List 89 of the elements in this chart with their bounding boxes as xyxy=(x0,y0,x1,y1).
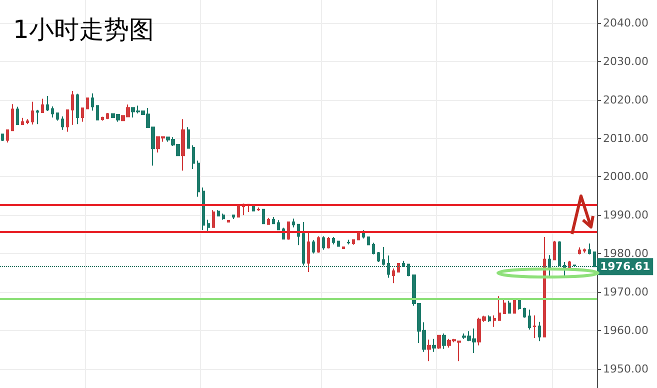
y-tick-label: 2040.00 xyxy=(603,16,648,30)
candlestick xyxy=(101,116,104,122)
candlestick xyxy=(26,118,29,125)
candlestick xyxy=(76,93,79,125)
candlestick xyxy=(197,160,200,198)
candlestick xyxy=(56,112,59,122)
candlestick xyxy=(11,104,14,132)
candlestick xyxy=(222,213,225,220)
y-tick-label: 2010.00 xyxy=(603,132,648,145)
candlestick xyxy=(488,314,491,322)
candlestick xyxy=(322,236,325,250)
candlestick xyxy=(31,101,34,125)
candlestick xyxy=(227,220,230,223)
y-tick-label: 1980.00 xyxy=(603,247,648,260)
y-tick-label: 2000.00 xyxy=(603,170,648,184)
candlestick xyxy=(503,299,506,314)
candlestick xyxy=(513,299,516,314)
candlestick xyxy=(272,216,275,224)
candlestick xyxy=(397,262,400,272)
candlestick xyxy=(106,112,109,120)
candlestick xyxy=(16,106,19,125)
candlestick xyxy=(533,314,536,339)
candlestick xyxy=(312,240,315,254)
candlestick xyxy=(21,117,24,125)
candlestick xyxy=(262,208,265,224)
candlestick xyxy=(317,236,320,254)
candlestick xyxy=(212,210,215,228)
candlestick xyxy=(187,126,190,149)
candlestick xyxy=(588,243,591,255)
candlestick xyxy=(508,300,511,314)
candlestick xyxy=(302,222,305,266)
candlestick xyxy=(583,248,586,254)
candlestick xyxy=(1,133,4,142)
candlestick xyxy=(432,338,436,352)
candlestick xyxy=(46,96,49,112)
candlestick xyxy=(528,309,531,330)
candlestick xyxy=(61,116,64,130)
candlestick xyxy=(352,239,355,246)
candlestick xyxy=(292,218,295,228)
candlestick xyxy=(362,230,365,240)
candlestick xyxy=(367,236,370,246)
candlestick xyxy=(523,307,526,318)
candlestick xyxy=(578,246,581,255)
candlestick xyxy=(91,92,94,112)
candlestick xyxy=(347,239,350,245)
candlestick xyxy=(6,129,9,144)
candlestick xyxy=(327,236,330,250)
text: 1小时走势图 xyxy=(13,15,154,44)
candlestick xyxy=(232,214,235,220)
candlestick xyxy=(51,106,54,118)
candlestick xyxy=(66,109,69,132)
candlestick xyxy=(181,118,185,172)
candlestick xyxy=(337,240,340,247)
candlestick xyxy=(237,204,240,218)
y-tick-label: 1990.00 xyxy=(603,208,648,222)
candlestick xyxy=(267,217,270,225)
candlestick xyxy=(207,219,210,232)
candlestick xyxy=(372,242,375,255)
y-tick-label: 1970.00 xyxy=(603,285,648,298)
candlestick xyxy=(81,107,84,122)
y-tick-label: 1960.00 xyxy=(603,324,648,337)
candlestick xyxy=(41,98,44,114)
candlestick xyxy=(36,109,39,125)
candlestick xyxy=(217,210,220,216)
candlestick xyxy=(202,186,205,231)
candlestick xyxy=(493,314,496,328)
candlestick xyxy=(553,240,556,260)
candlestick xyxy=(442,332,446,350)
candlestick xyxy=(71,90,74,126)
candlestick xyxy=(342,246,345,250)
y-tick-label: 2030.00 xyxy=(603,54,648,68)
candlestick xyxy=(96,105,99,120)
ref-line-label: 1976.61 xyxy=(600,260,650,274)
candlestick xyxy=(357,232,360,240)
candlestick xyxy=(538,321,541,342)
candlestick xyxy=(277,220,280,231)
y-tick-label: 1950.00 xyxy=(603,362,648,376)
candlestick xyxy=(498,296,501,321)
candlestick xyxy=(257,206,260,212)
candlestick xyxy=(518,298,521,310)
candlestick xyxy=(392,268,395,284)
candlestick xyxy=(377,252,380,262)
y-tick-label: 2020.00 xyxy=(603,93,648,106)
candlestick xyxy=(192,144,195,170)
candlestick xyxy=(437,334,441,350)
candlestick xyxy=(86,97,89,110)
candlestick xyxy=(427,339,431,362)
candlestick xyxy=(332,236,335,245)
candlestick xyxy=(307,232,310,272)
